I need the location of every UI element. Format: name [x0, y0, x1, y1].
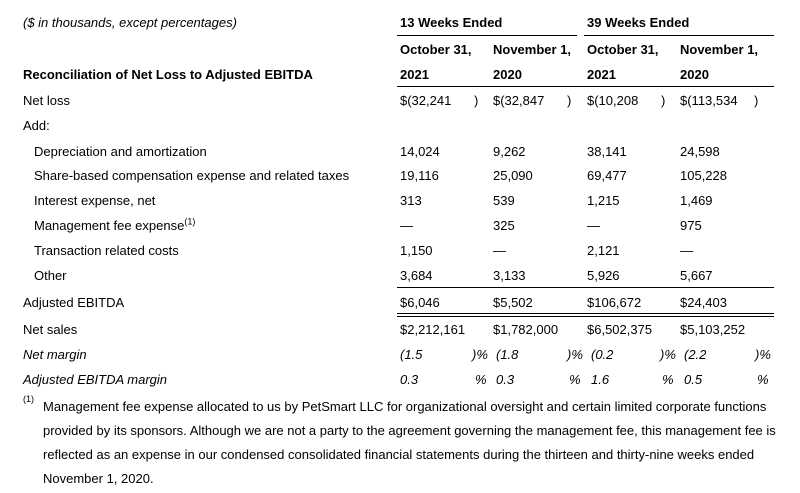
cell: $6,046: [400, 295, 440, 310]
row-label-add: Add:: [23, 118, 50, 133]
group-header-39-weeks: 39 Weeks Ended: [587, 15, 690, 30]
row-label-management-fee: Management fee expense(1): [34, 216, 196, 233]
cell: $2,212,161: [400, 322, 466, 337]
cell-suffix: )%: [660, 347, 676, 362]
row-label-transaction-costs: Transaction related costs: [34, 243, 179, 258]
cell: 24,598: [680, 144, 720, 159]
row-label-adjusted-ebitda: Adjusted EBITDA: [23, 295, 125, 310]
cell-suffix: )%: [567, 347, 583, 362]
cell: $6,502,375: [587, 322, 653, 337]
footnote-ref: (1): [184, 216, 196, 227]
col-3-line2: 2021: [587, 67, 616, 82]
units-note: ($ in thousands, except percentages): [23, 15, 237, 30]
cell: 3,133: [493, 268, 526, 283]
table-title: Reconciliation of Net Loss to Adjusted E…: [23, 67, 313, 82]
row-label-depreciation: Depreciation and amortization: [34, 144, 207, 159]
col-2-line2: 2020: [493, 67, 522, 82]
cell: $(113,534: [680, 93, 738, 108]
cell: 0.3: [496, 372, 515, 387]
cell: 975: [680, 218, 702, 233]
cell: 1,215: [587, 193, 620, 208]
cell: —: [493, 243, 506, 258]
row-label-interest-expense: Interest expense, net: [34, 193, 156, 208]
cell: —: [680, 243, 693, 258]
col-3-line1: October 31,: [587, 42, 659, 57]
cell-suffix: )%: [472, 347, 488, 362]
management-fee-label-text: Management fee expense: [34, 218, 185, 233]
cell-suffix: %: [569, 372, 581, 387]
cell: 1,150: [400, 243, 433, 258]
cell: (0.2: [591, 347, 614, 362]
row-label-net-sales: Net sales: [23, 322, 78, 337]
cell: 539: [493, 193, 515, 208]
cell: 105,228: [680, 168, 727, 183]
footnote-text: Management fee expense allocated to us b…: [43, 399, 776, 486]
cell: 19,116: [400, 168, 439, 183]
cell: —: [400, 218, 413, 233]
cell: 25,090: [493, 168, 533, 183]
group-rule-39: [584, 35, 774, 36]
group-header-13-weeks: 13 Weeks Ended: [400, 15, 503, 30]
cell: $1,782,000: [493, 322, 559, 337]
cell: (1.5: [400, 347, 423, 362]
cell: 313: [400, 193, 422, 208]
col-4-line2: 2020: [680, 67, 709, 82]
row-label-net-loss: Net loss: [23, 93, 70, 108]
total-double-rule: [397, 313, 774, 317]
subtotal-rule: [397, 287, 774, 288]
cell: $(32,847: [493, 93, 545, 108]
footnote-mark: (1): [23, 394, 34, 404]
cell: $5,103,252: [680, 322, 746, 337]
cell: —: [587, 218, 600, 233]
cell: 38,141: [587, 144, 627, 159]
cell: 325: [493, 218, 515, 233]
cell: 1,469: [680, 193, 713, 208]
cell-paren: ): [567, 93, 572, 108]
cell: 14,024: [400, 144, 440, 159]
cell: (2.2: [684, 347, 707, 362]
col-2-line1: November 1,: [493, 42, 572, 57]
row-label-share-based-comp: Share-based compensation expense and rel…: [34, 168, 350, 183]
cell: 2,121: [587, 243, 620, 258]
cell: 69,477: [587, 168, 627, 183]
cell: $5,502: [493, 295, 533, 310]
cell-suffix: %: [662, 372, 674, 387]
cell: $(10,208: [587, 93, 639, 108]
cell: $(32,241: [400, 93, 452, 108]
row-label-other: Other: [34, 268, 67, 283]
cell-paren: ): [754, 93, 759, 108]
cell: 5,926: [587, 268, 620, 283]
cell: (1.8: [496, 347, 519, 362]
row-label-net-margin: Net margin: [23, 347, 87, 362]
cell: 9,262: [493, 144, 526, 159]
cell-suffix: )%: [755, 347, 771, 362]
cell: 5,667: [680, 268, 713, 283]
cell-paren: ): [661, 93, 666, 108]
cell: $24,403: [680, 295, 727, 310]
col-4-line1: November 1,: [680, 42, 759, 57]
cell: 0.5: [684, 372, 703, 387]
header-rule: [397, 86, 774, 87]
col-1-line1: October 31,: [400, 42, 472, 57]
row-label-adjusted-ebitda-margin: Adjusted EBITDA margin: [23, 372, 168, 387]
col-1-line2: 2021: [400, 67, 429, 82]
cell: 3,684: [400, 268, 433, 283]
cell: 1.6: [591, 372, 610, 387]
cell-suffix: %: [475, 372, 487, 387]
group-rule-13: [397, 35, 577, 36]
cell-paren: ): [474, 93, 479, 108]
cell-suffix: %: [757, 372, 769, 387]
cell: 0.3: [400, 372, 419, 387]
cell: $106,672: [587, 295, 642, 310]
